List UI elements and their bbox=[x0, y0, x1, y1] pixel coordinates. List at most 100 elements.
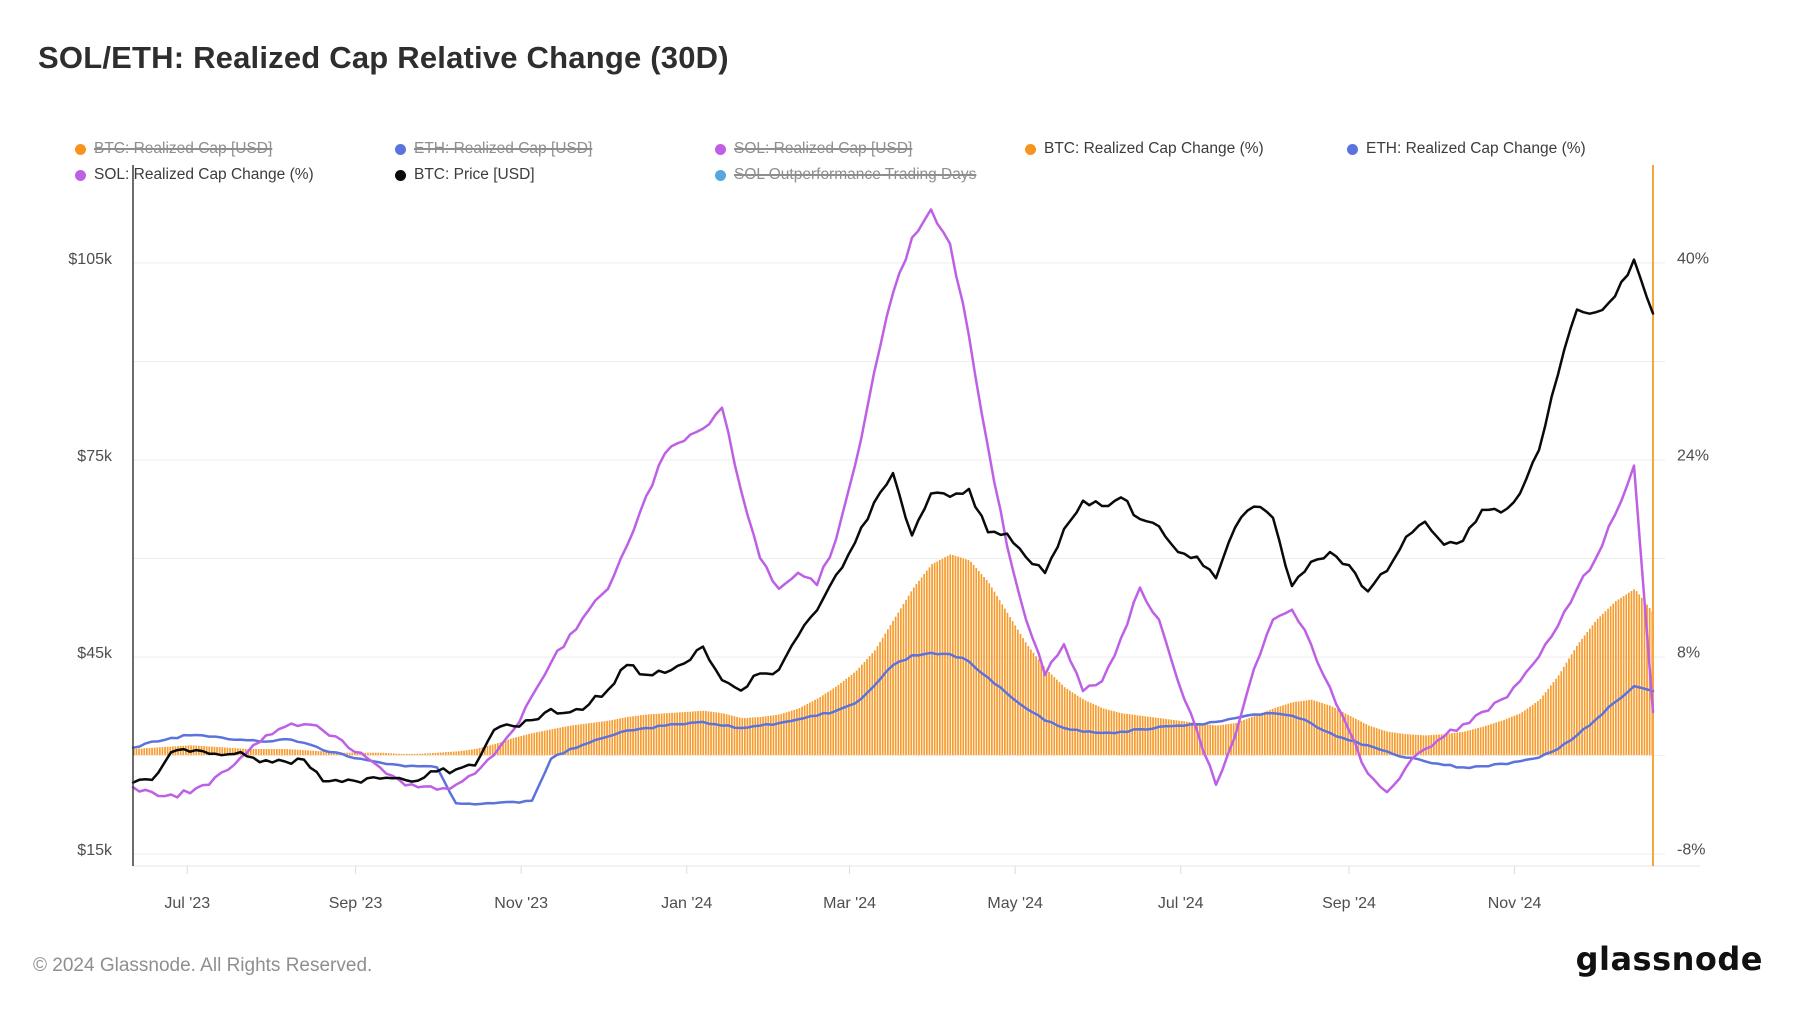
legend-item-btc-realized-cap-usd[interactable]: BTC: Realized Cap [USD] bbox=[75, 140, 272, 158]
legend-item-sol-realized-cap-change[interactable]: SOL: Realized Cap Change (%) bbox=[75, 166, 314, 184]
bar bbox=[1178, 720, 1180, 756]
bar bbox=[1157, 718, 1160, 756]
legend-item-label: BTC: Realized Cap [USD] bbox=[94, 140, 273, 157]
bar bbox=[1066, 688, 1069, 756]
legend-dot-icon bbox=[1025, 143, 1036, 155]
bar bbox=[1305, 700, 1308, 756]
bar bbox=[1144, 716, 1147, 756]
legend-item-label: SOL Outperformance Trading Days bbox=[734, 166, 976, 184]
bar bbox=[354, 752, 356, 756]
bar bbox=[575, 724, 577, 756]
bar bbox=[1573, 650, 1576, 756]
series-btc-price-line bbox=[131, 258, 1655, 784]
bar bbox=[1344, 713, 1347, 756]
bar bbox=[348, 752, 351, 756]
bar bbox=[720, 713, 723, 756]
bar bbox=[848, 676, 850, 756]
bar bbox=[655, 713, 658, 756]
bar bbox=[250, 749, 252, 756]
bar bbox=[502, 741, 504, 756]
legend-item-sol-realized-cap-usd[interactable]: SOL: Realized Cap [USD] bbox=[715, 140, 912, 158]
bar bbox=[148, 747, 151, 756]
bar bbox=[1339, 710, 1342, 756]
x-axis-label: Nov '23 bbox=[494, 895, 548, 912]
bar bbox=[226, 747, 229, 756]
bar bbox=[572, 725, 575, 756]
bar bbox=[608, 720, 611, 756]
bar bbox=[902, 604, 905, 756]
bar bbox=[364, 752, 367, 756]
bar bbox=[801, 706, 803, 756]
bar bbox=[681, 712, 684, 756]
bar bbox=[1446, 733, 1448, 756]
bar bbox=[775, 715, 777, 756]
bar bbox=[156, 747, 159, 756]
bar bbox=[151, 747, 153, 756]
bar bbox=[796, 709, 798, 756]
legend-item-eth-realized-cap-usd[interactable]: ETH: Realized Cap [USD] bbox=[395, 140, 592, 158]
bar bbox=[970, 561, 972, 756]
bar bbox=[855, 670, 858, 756]
legend-dot-icon bbox=[395, 169, 406, 181]
bar bbox=[697, 711, 699, 756]
bar bbox=[1323, 703, 1326, 756]
legend-item-eth-realized-cap-change[interactable]: ETH: Realized Cap Change (%) bbox=[1347, 140, 1586, 158]
bar bbox=[554, 728, 556, 756]
bar bbox=[153, 747, 156, 756]
bar bbox=[1193, 722, 1196, 756]
bar bbox=[356, 752, 359, 756]
bar bbox=[829, 690, 832, 756]
legend-item-label: SOL: Realized Cap Change (%) bbox=[94, 166, 314, 183]
series-eth-rc-change-line bbox=[131, 651, 1655, 806]
bar bbox=[751, 717, 754, 756]
bar bbox=[842, 680, 845, 756]
bar bbox=[887, 629, 889, 756]
bar bbox=[582, 723, 585, 756]
bar bbox=[689, 711, 692, 756]
bar bbox=[975, 567, 978, 756]
bar bbox=[850, 674, 853, 756]
bar bbox=[757, 717, 759, 756]
bar bbox=[1544, 692, 1547, 756]
left-axis-label: $45k bbox=[77, 645, 113, 662]
bar bbox=[645, 714, 647, 756]
bar bbox=[1277, 707, 1279, 756]
bar bbox=[1633, 589, 1635, 756]
bar bbox=[637, 715, 640, 756]
bar bbox=[1006, 612, 1009, 756]
bar bbox=[263, 749, 265, 756]
bar bbox=[400, 753, 403, 756]
bar bbox=[1165, 719, 1167, 756]
bar bbox=[1464, 731, 1466, 756]
bar bbox=[1152, 717, 1154, 756]
plot-area[interactable] bbox=[133, 165, 1653, 866]
bar bbox=[1459, 732, 1461, 756]
bar bbox=[754, 717, 757, 756]
bar bbox=[923, 574, 926, 756]
legend-item-label: BTC: Price [USD] bbox=[414, 166, 535, 184]
legend-item-btc-realized-cap-change[interactable]: BTC: Realized Cap Change (%) bbox=[1025, 140, 1264, 158]
right-axis-label: 40% bbox=[1677, 250, 1709, 267]
bar bbox=[1443, 734, 1446, 756]
bar bbox=[546, 730, 549, 756]
bar bbox=[668, 713, 671, 756]
bar bbox=[611, 720, 614, 756]
bar bbox=[793, 709, 796, 756]
bar bbox=[208, 746, 211, 756]
bar bbox=[211, 746, 213, 756]
bar bbox=[1313, 700, 1316, 756]
bar bbox=[1162, 718, 1165, 756]
bar bbox=[242, 748, 244, 756]
bar bbox=[1056, 679, 1058, 756]
legend-item-sol-outperformance-trading-days[interactable]: SOL Outperformance Trading Days bbox=[715, 166, 976, 184]
bar bbox=[385, 753, 387, 756]
bar bbox=[642, 714, 645, 756]
bar bbox=[442, 752, 445, 756]
bar bbox=[1407, 734, 1409, 756]
bar bbox=[1529, 706, 1531, 756]
bar bbox=[1227, 724, 1230, 756]
bar bbox=[1329, 705, 1331, 756]
bar bbox=[819, 696, 822, 756]
legend-item-btc-price-usd[interactable]: BTC: Price [USD] bbox=[395, 166, 535, 184]
